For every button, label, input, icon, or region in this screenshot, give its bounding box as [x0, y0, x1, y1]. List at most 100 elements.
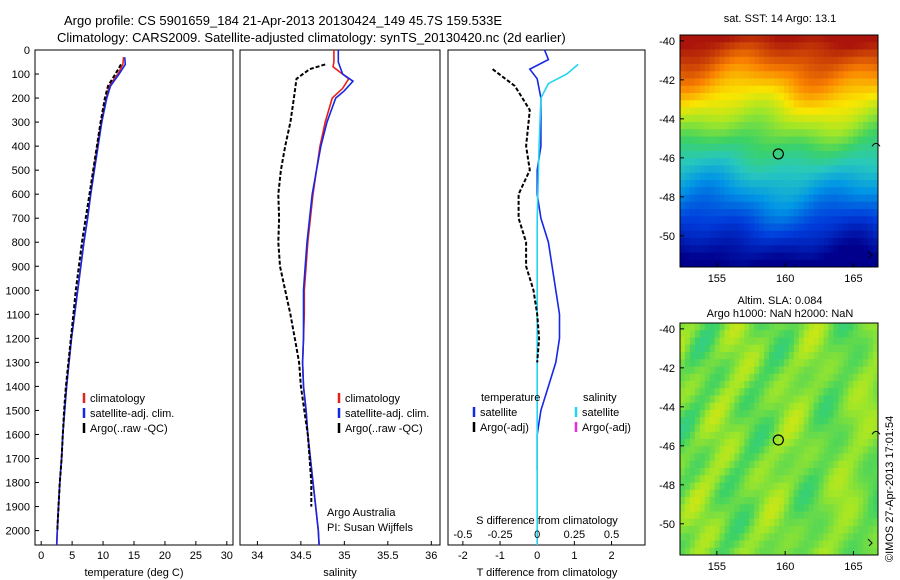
sla-map-cell	[793, 337, 800, 346]
sst-map-cell	[823, 252, 829, 261]
sst-map-cell	[833, 165, 839, 174]
sst-map-cell	[714, 100, 720, 108]
sst-map-cell	[724, 230, 730, 239]
sst-map-cell	[848, 252, 854, 261]
sla-map-cell	[838, 475, 844, 483]
sst-map-cell	[704, 230, 711, 239]
sst-map-cell	[769, 230, 775, 239]
sst-map-cell	[729, 216, 735, 224]
sla-map-cell	[793, 395, 800, 404]
sst-map-cell	[744, 172, 750, 181]
sst-map-cell	[689, 85, 696, 94]
sla-map-cell	[833, 547, 839, 556]
sst-map-cell	[749, 252, 755, 261]
sla-map-cell	[853, 526, 859, 534]
sla-map-cell	[774, 526, 780, 534]
sla-map-cell	[719, 468, 725, 476]
sst-map-cell	[838, 35, 844, 43]
sla-map-cell	[818, 366, 824, 375]
sst-map-cell	[788, 259, 795, 268]
sla-map-cell	[873, 344, 879, 353]
sla-map-cell	[719, 417, 725, 425]
sst-map-cell	[769, 158, 775, 166]
sst-map-cell	[754, 209, 760, 217]
sla-map-cell	[689, 330, 696, 338]
sst-map-cell	[808, 78, 815, 87]
sst-map-cell	[843, 259, 849, 268]
sla-map-cell	[774, 359, 780, 367]
sla-map-cell	[848, 497, 854, 505]
sst-map-cell	[694, 180, 701, 188]
sla-map-cell	[853, 475, 859, 483]
sla-map-cell	[818, 359, 824, 367]
sst-map-cell	[680, 158, 686, 166]
sst-map-cell	[769, 122, 775, 130]
sla-map-cell	[803, 540, 810, 549]
sla-map-cell	[798, 468, 805, 476]
depth-tick-label: 1800	[6, 478, 30, 490]
sst-map-cell	[858, 136, 864, 145]
sla-map-cell	[699, 424, 706, 433]
sst-map-cell	[823, 187, 829, 195]
sla-map-cell	[848, 431, 854, 440]
sla-map-cell	[818, 323, 824, 331]
sla-map-cell	[813, 359, 819, 367]
sla-map-cell	[774, 460, 780, 469]
sst-map-cell	[694, 165, 701, 174]
sla-map-cell	[769, 388, 775, 396]
sla-map-cell	[704, 381, 711, 389]
sst-map-cell	[764, 230, 770, 239]
sst-map-cell	[714, 230, 720, 239]
sla-map-cell	[793, 489, 800, 498]
sst-map-coastline	[871, 142, 881, 147]
sst-map-cell	[788, 172, 795, 181]
sla-map-cell	[739, 489, 745, 498]
sla-map-cell	[808, 446, 815, 454]
sst-map-cell	[803, 64, 810, 72]
sst-map-cell	[863, 122, 869, 130]
sst-map-cell	[798, 216, 805, 224]
sla-map-cell	[803, 431, 810, 440]
sst-map-cell	[808, 252, 815, 261]
sst-map-cell	[754, 93, 760, 101]
sla-map-y-tick-label: -42	[659, 363, 675, 375]
sla-map-cell	[788, 381, 795, 389]
sst-map-cell	[689, 259, 696, 268]
sst-map-cell	[779, 223, 785, 232]
sst-map-cell	[759, 165, 765, 174]
sst-map-cell	[838, 136, 844, 145]
sla-map-cell	[828, 381, 834, 389]
sla-map-cell	[749, 373, 755, 382]
sla-map-cell	[833, 323, 839, 331]
sst-map-cell	[709, 35, 716, 43]
sst-map-cell	[793, 230, 800, 239]
sst-map-cell	[858, 201, 864, 210]
sst-map-cell	[858, 209, 864, 217]
sla-map-cell	[744, 344, 750, 353]
sst-map-cell	[714, 64, 720, 72]
sst-map-cell	[853, 100, 859, 108]
sla-map-cell	[680, 417, 686, 425]
sst-map-cell	[714, 209, 720, 217]
sla-map-cell	[749, 482, 755, 491]
sst-map-cell	[833, 114, 839, 123]
sla-map-cell	[744, 352, 750, 360]
sst-map-cell	[774, 259, 780, 268]
sla-map-cell	[779, 410, 785, 418]
sst-map-cell	[843, 180, 849, 188]
sla-map-cell	[729, 504, 735, 512]
sst-map-cell	[694, 100, 701, 108]
sla-map-cell	[684, 337, 691, 346]
sla-map-cell	[759, 526, 765, 534]
sla-map-cell	[848, 402, 854, 411]
sst-map-cell	[734, 136, 740, 145]
sla-map-cell	[759, 504, 765, 512]
sla-map-cell	[704, 497, 711, 505]
sla-map-cell	[774, 453, 780, 462]
sst-map-cell	[868, 165, 874, 174]
sst-map-cell	[818, 93, 824, 101]
sla-map-cell	[729, 439, 735, 447]
sla-map-cell	[808, 497, 815, 505]
sst-map-cell	[868, 114, 874, 123]
temperature-x-axis-label: temperature (deg C)	[84, 567, 183, 579]
